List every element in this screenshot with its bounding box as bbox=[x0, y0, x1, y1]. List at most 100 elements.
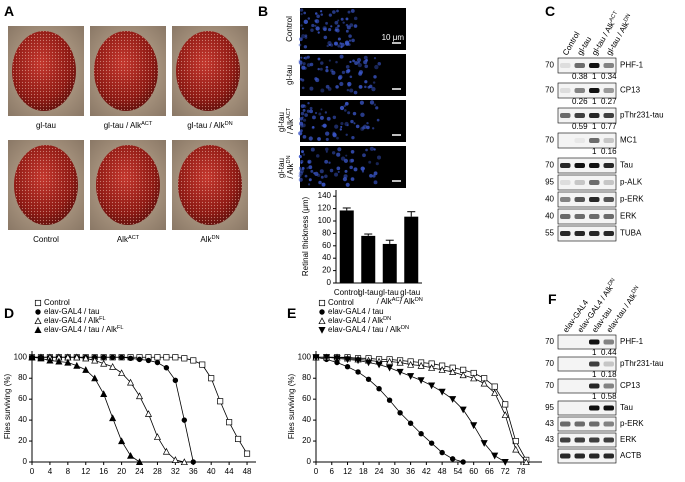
marker bbox=[333, 355, 341, 363]
nucleus bbox=[344, 40, 350, 45]
blot-label: MC1 bbox=[620, 136, 637, 145]
marker bbox=[439, 449, 445, 456]
nucleus bbox=[307, 102, 310, 105]
nucleus bbox=[335, 85, 339, 89]
y-tick-label: 60 bbox=[18, 394, 27, 403]
band bbox=[589, 361, 600, 367]
band bbox=[574, 453, 585, 459]
nucleus bbox=[309, 86, 314, 91]
blot bbox=[557, 157, 617, 174]
mw-label: 70 bbox=[545, 359, 554, 368]
nucleus bbox=[328, 13, 332, 17]
nucleus bbox=[298, 131, 303, 136]
nucleus bbox=[369, 174, 373, 178]
marker bbox=[127, 355, 134, 362]
quant: 1 bbox=[592, 72, 597, 81]
bar bbox=[404, 216, 419, 283]
nucleus bbox=[340, 45, 343, 49]
marker bbox=[522, 458, 530, 466]
y-axis-label: Flies surviving (%) bbox=[287, 373, 296, 439]
photo-label: gl-tau / AlkACT bbox=[104, 121, 153, 130]
marker bbox=[243, 450, 251, 457]
x-tick-label: 12 bbox=[343, 467, 352, 476]
marker bbox=[438, 388, 446, 396]
nucleus bbox=[372, 174, 376, 178]
nucleus bbox=[304, 174, 308, 178]
nucleus bbox=[376, 118, 380, 122]
x-tick-label: 4 bbox=[48, 467, 53, 476]
nucleus bbox=[332, 115, 337, 120]
band bbox=[574, 88, 585, 93]
nucleus bbox=[325, 150, 328, 153]
band bbox=[574, 113, 585, 118]
x-tick-label: gl-tau / AlkDN bbox=[400, 288, 423, 306]
nucleus bbox=[355, 124, 360, 129]
x-tick-label: 0 bbox=[30, 467, 35, 476]
nucleus bbox=[323, 27, 327, 32]
band bbox=[574, 421, 585, 427]
nucleus bbox=[337, 44, 341, 48]
marker bbox=[100, 354, 107, 360]
marker bbox=[407, 360, 415, 368]
row-label: gl-tau bbox=[285, 65, 294, 85]
legend-label: elav-GAL4 / tau / AlkFL bbox=[44, 325, 123, 334]
marker bbox=[154, 359, 161, 366]
marker bbox=[459, 406, 467, 414]
marker bbox=[82, 366, 90, 373]
quant: 0.77 bbox=[601, 122, 617, 131]
band bbox=[603, 180, 614, 185]
y-tick-label: 120 bbox=[318, 204, 332, 213]
nucleus bbox=[302, 62, 306, 66]
legend-label: elav-GAL4 / tau / AlkDN bbox=[328, 325, 409, 334]
marker bbox=[180, 458, 188, 466]
nucleus bbox=[320, 61, 324, 65]
marker bbox=[501, 411, 509, 418]
marker bbox=[449, 456, 456, 462]
blot-label: p-ERK bbox=[620, 419, 644, 428]
marker bbox=[100, 390, 108, 397]
nucleus bbox=[340, 156, 346, 161]
marker bbox=[470, 374, 478, 382]
nucleus bbox=[324, 174, 328, 179]
nucleus bbox=[360, 126, 365, 131]
nucleus bbox=[375, 162, 379, 166]
band bbox=[603, 453, 614, 459]
nucleus bbox=[301, 78, 305, 82]
y-tick-label: 140 bbox=[318, 191, 332, 200]
marker bbox=[407, 420, 414, 426]
nucleus bbox=[301, 166, 305, 170]
nucleus bbox=[356, 57, 362, 63]
x-tick-label: 36 bbox=[189, 467, 198, 476]
band bbox=[603, 138, 614, 143]
marker bbox=[491, 383, 498, 390]
x-tick-label: 48 bbox=[438, 467, 447, 476]
marker bbox=[73, 353, 81, 361]
nucleus bbox=[320, 13, 323, 16]
nucleus bbox=[349, 75, 353, 79]
quant: 1 bbox=[592, 97, 597, 106]
series-line bbox=[32, 356, 248, 454]
blot bbox=[557, 448, 617, 464]
band bbox=[589, 197, 600, 202]
band bbox=[603, 113, 614, 118]
nucleus bbox=[363, 55, 368, 60]
nucleus bbox=[314, 24, 317, 27]
nucleus bbox=[307, 159, 312, 164]
nucleus bbox=[298, 60, 303, 65]
nucleus bbox=[348, 34, 352, 38]
band bbox=[603, 437, 614, 443]
nucleus bbox=[365, 148, 368, 152]
blot-label: pThr231-tau bbox=[620, 111, 664, 120]
x-tick-label: 48 bbox=[243, 467, 252, 476]
nucleus bbox=[327, 87, 332, 91]
nucleus bbox=[340, 125, 343, 128]
nucleus bbox=[300, 150, 305, 154]
nucleus bbox=[357, 61, 360, 64]
x-tick-label: 24 bbox=[135, 467, 144, 476]
quant: 0.18 bbox=[601, 370, 617, 379]
x-tick-label: 12 bbox=[81, 467, 90, 476]
nucleus bbox=[343, 109, 347, 112]
nucleus bbox=[320, 88, 325, 93]
nucleus bbox=[340, 17, 344, 21]
marker bbox=[64, 358, 72, 366]
